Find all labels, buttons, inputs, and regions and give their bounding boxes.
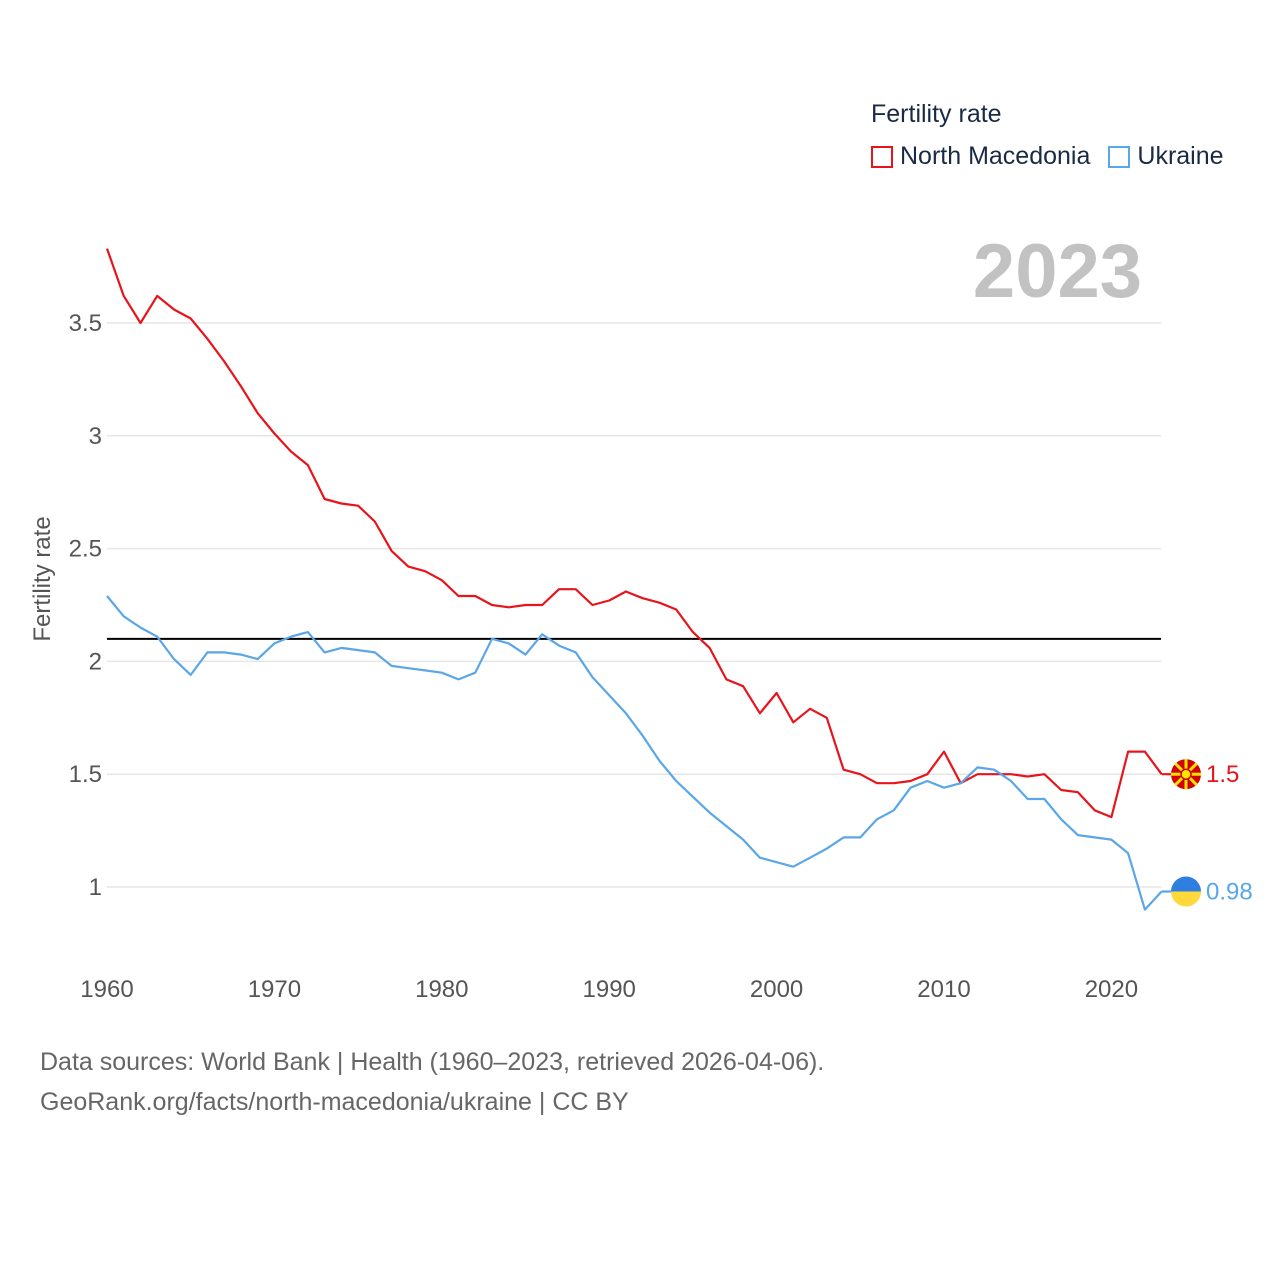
end-value-label-north-macedonia: 1.5: [1206, 761, 1239, 788]
legend-title: Fertility rate: [871, 100, 1002, 128]
y-tick-label: 1: [89, 874, 102, 901]
x-tick-label: 1980: [415, 976, 468, 1003]
x-tick-label: 1990: [583, 976, 636, 1003]
ukraine-flag-icon-bottom: [1171, 891, 1201, 907]
y-tick-label: 2.5: [69, 536, 102, 563]
footer-sources: Data sources: World Bank | Health (1960–…: [40, 1048, 825, 1076]
end-value-label-ukraine: 0.98: [1206, 879, 1253, 906]
legend-label-ukraine: Ukraine: [1137, 142, 1224, 170]
x-tick-label: 2010: [917, 976, 970, 1003]
series-line-ukraine: [106, 595, 1163, 911]
x-tick-label: 2000: [750, 976, 803, 1003]
x-tick-label: 1970: [248, 976, 301, 1003]
y-tick-label: 3.5: [69, 310, 102, 337]
legend-swatch-ukraine: [1108, 145, 1131, 168]
y-tick-label: 1.5: [69, 761, 102, 788]
x-tick-label: 2020: [1085, 976, 1138, 1003]
flag-sun: [1180, 768, 1192, 780]
x-tick-label: 1960: [80, 976, 133, 1003]
y-tick-label: 2: [89, 648, 102, 675]
legend-item-north-macedonia[interactable]: North Macedonia: [871, 142, 1090, 171]
footer-link[interactable]: GeoRank.org/facts/north-macedonia/ukrain…: [40, 1088, 629, 1116]
legend: North Macedonia Ukraine: [871, 142, 1242, 171]
ukraine-flag-icon-top: [1171, 876, 1201, 892]
legend-label-north-macedonia: North Macedonia: [900, 142, 1091, 170]
y-tick-label: 3: [89, 423, 102, 450]
legend-swatch-north-macedonia: [871, 145, 893, 168]
series-line-north-macedonia: [105, 248, 1163, 819]
footer: Data sources: World Bank | Health (1960–…: [40, 1042, 824, 1122]
year-watermark: 2023: [972, 229, 1142, 314]
legend-item-ukraine[interactable]: Ukraine: [1108, 142, 1224, 171]
